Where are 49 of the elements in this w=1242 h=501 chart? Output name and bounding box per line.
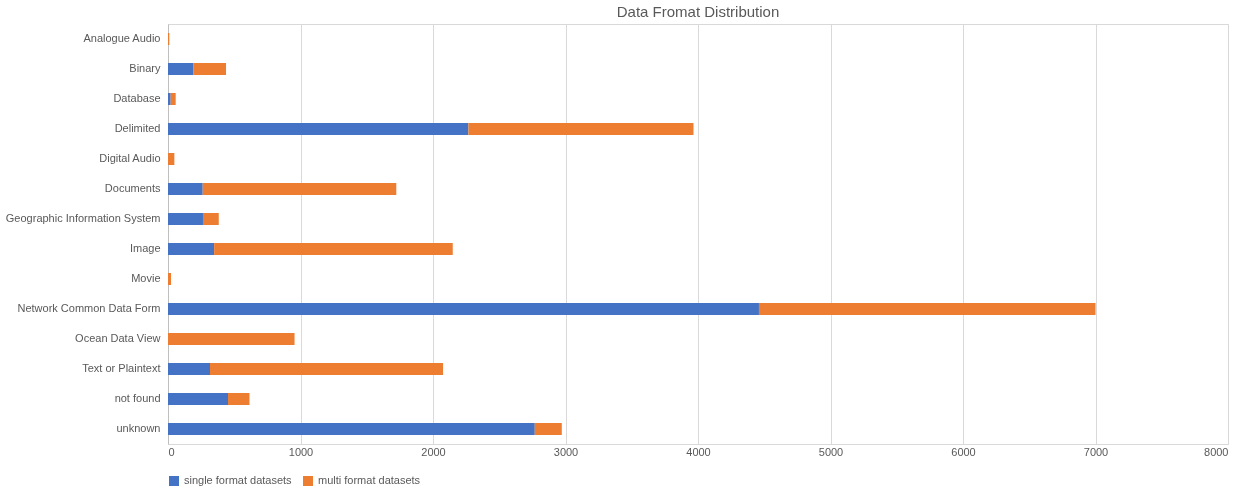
bar	[168, 63, 194, 75]
y-tick-label: Database	[113, 92, 161, 104]
bar	[168, 393, 229, 405]
bar	[202, 183, 397, 195]
bar	[758, 303, 1096, 315]
y-tick-label: Image	[129, 242, 161, 254]
y-tick-label: Ocean Data View	[75, 332, 161, 344]
bar	[168, 363, 210, 375]
chart-title: Data Fromat Distribution	[616, 3, 780, 20]
x-tick-label: 1000	[288, 445, 314, 458]
bar	[168, 303, 759, 315]
bar	[168, 213, 203, 225]
x-tick-label: 0	[168, 445, 175, 458]
y-tick-label: Text or Plaintext	[82, 362, 161, 374]
x-tick-label: 3000	[553, 445, 579, 458]
bar	[210, 363, 444, 375]
bar	[468, 123, 694, 135]
y-tick-label: Delimited	[114, 122, 161, 134]
bar	[228, 393, 250, 405]
y-tick-label: Digital Audio	[99, 152, 161, 164]
x-tick-label: 4000	[686, 445, 711, 458]
y-tick-label: Documents	[104, 182, 161, 194]
y-tick-label: Analogue Audio	[83, 32, 161, 44]
bar	[534, 423, 562, 435]
y-tick-label: unknown	[116, 422, 161, 434]
y-tick-label: Movie	[131, 272, 161, 284]
y-tick-label: Network Common Data Form	[17, 302, 161, 314]
bar	[170, 93, 176, 105]
bar	[193, 63, 227, 75]
x-tick-label: 2000	[421, 445, 446, 458]
y-tick-label: Binary	[129, 62, 161, 74]
bar	[168, 123, 469, 135]
bar	[168, 423, 535, 435]
bar	[214, 243, 453, 255]
x-tick-label: 5000	[818, 445, 844, 458]
y-tick-label: Geographic Information System	[5, 212, 161, 224]
legend-label: single format datasets	[184, 474, 293, 486]
bar	[202, 213, 219, 225]
x-tick-label: 8000	[1204, 445, 1229, 458]
bar	[168, 183, 203, 195]
y-tick-label: not found	[114, 392, 161, 404]
bar	[168, 153, 175, 165]
legend-label: multi format datasets	[318, 474, 421, 486]
bar	[168, 273, 172, 285]
bar	[168, 333, 295, 345]
bar	[168, 93, 171, 105]
bar	[168, 243, 215, 255]
x-tick-label: 6000	[951, 445, 976, 458]
x-tick-label: 7000	[1083, 445, 1109, 458]
